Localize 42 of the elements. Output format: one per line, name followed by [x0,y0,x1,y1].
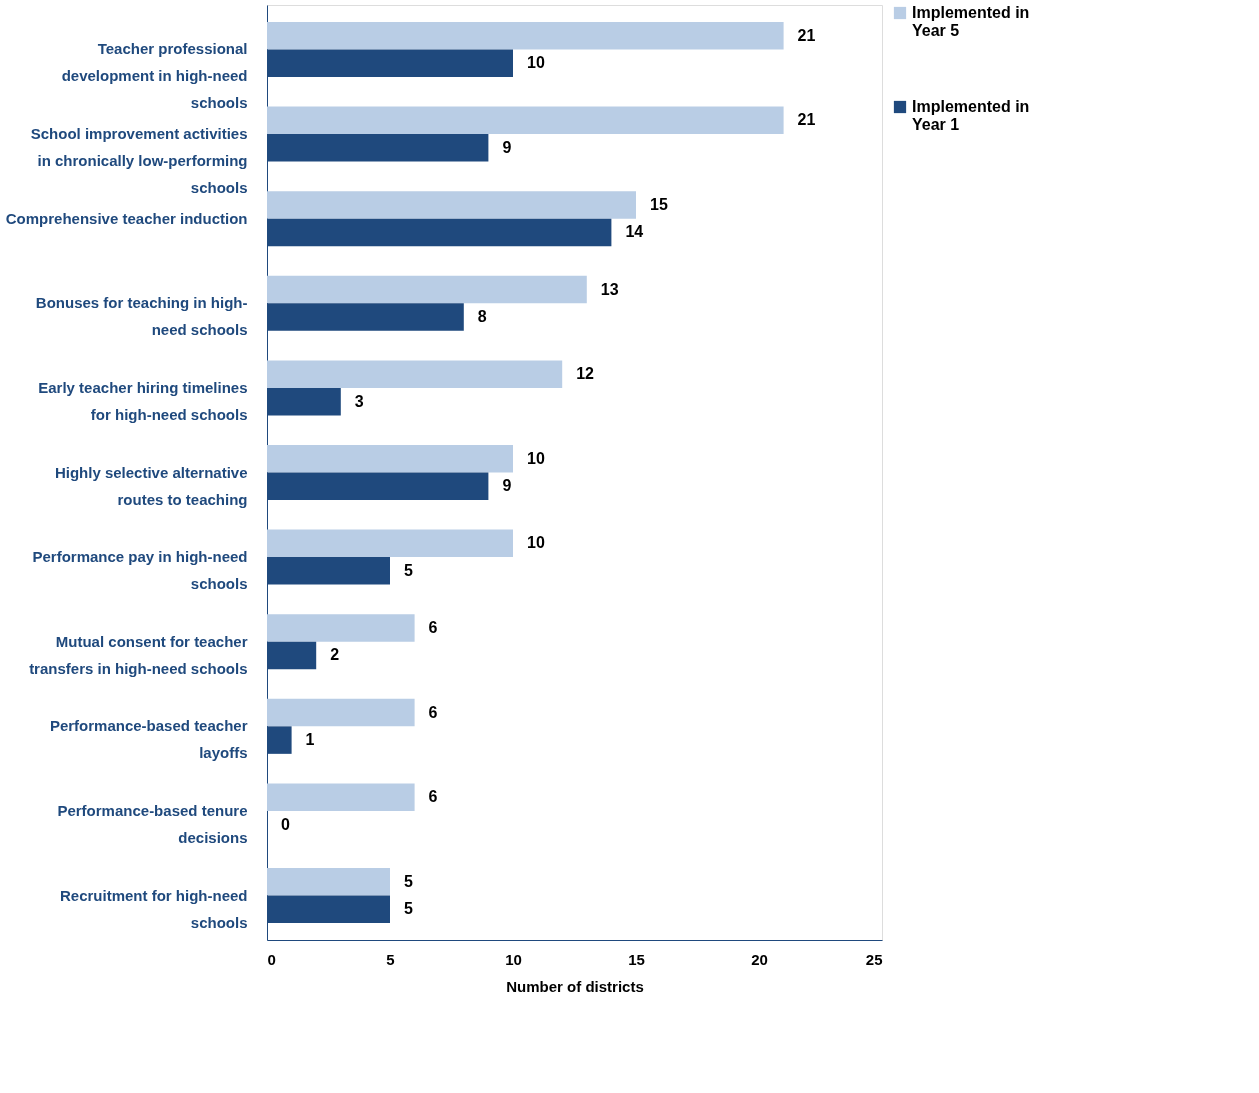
x-tick-label: 0 [267,950,276,968]
data-label: 21 [797,111,816,129]
y-tick-label: Mutual consent for teacher transfers in high-need schools [29,632,248,677]
data-label: 6 [428,703,438,721]
data-label: 0 [281,815,290,833]
x-tick-label: 10 [505,950,522,968]
data-label: 2 [330,646,340,664]
y-tick-label: School improvement activities in chronically low-performing schools [30,125,248,197]
y-tick-label: Teacher professional development in high-need schools [61,40,248,112]
data-label: 9 [502,477,512,495]
y-tick-label: Bonuses for teaching in high-need schools [35,294,248,339]
y-tick-label: Recruitment for high-need schools [59,886,248,931]
y-tick-label: Comprehensive teacher induction [5,209,248,227]
data-label: 15 [650,195,668,213]
data-label: 5 [404,561,413,579]
data-label: 6 [428,618,438,636]
y-tick-label: Performance pay in high-need schools [32,548,248,593]
y-tick-label: Performance-based tenure decisions [57,801,248,846]
data-label: 10 [527,54,545,72]
data-label: 10 [527,534,545,552]
x-tick-label: 5 [386,950,395,968]
data-label: 6 [428,788,438,806]
x-axis-title: Number of districts [506,977,644,995]
y-tick-label: Highly selective alternative routes to teaching [54,463,248,508]
data-label: 5 [404,900,413,918]
legend-label: Implemented in Year 1 [912,98,1030,133]
data-label: 10 [527,449,545,467]
data-label: 1 [305,731,315,749]
data-label: 14 [625,223,644,241]
y-tick-label: Early teacher hiring timelines for high-need schools [38,378,248,423]
data-label: 9 [502,138,512,156]
data-label: 12 [576,365,595,383]
x-tick-label: 20 [751,950,768,968]
data-label: 21 [797,26,816,44]
y-tick-label: Performance-based teacher layoffs [49,717,248,762]
data-label: 3 [354,392,364,410]
data-label: 5 [404,872,413,890]
legend-label: Implemented in Year 5 [912,4,1030,39]
x-tick-label: 15 [628,950,645,968]
data-label: 13 [600,280,619,298]
x-tick-label: 25 [865,950,883,968]
data-label: 8 [477,308,487,326]
